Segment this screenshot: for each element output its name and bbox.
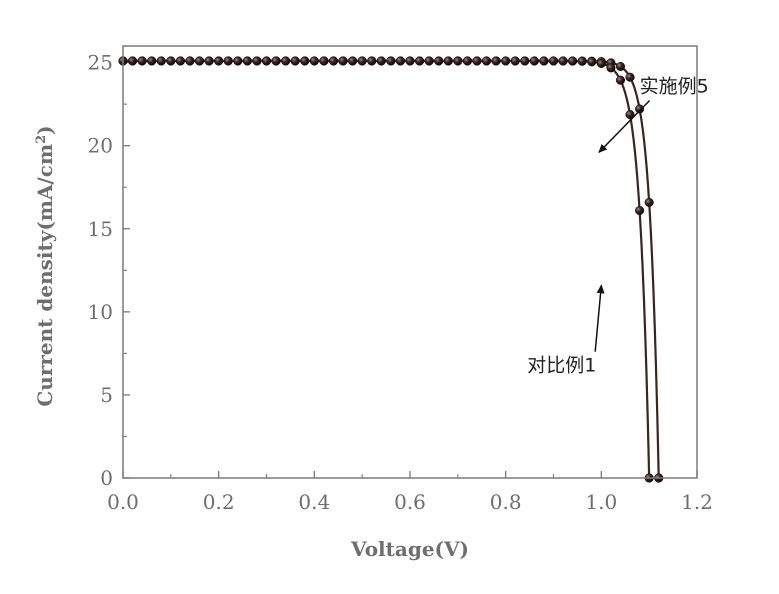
y-axis-title-main: Current density(mA/cm: [33, 144, 57, 407]
y-tick-label: 20: [88, 134, 113, 158]
data-point: [529, 56, 539, 66]
data-point: [137, 56, 147, 66]
data-point: [367, 56, 377, 66]
x-axis-ticks: 0.0 0.2 0.4 0.6 0.8 1.0 1.2: [107, 471, 713, 514]
series-label-1: 实施例5: [640, 76, 709, 98]
data-point: [281, 56, 291, 66]
annotations: 实施例5 对比例1: [527, 76, 709, 377]
data-point: [405, 56, 415, 66]
data-point: [577, 56, 587, 66]
series-2: [118, 56, 654, 483]
data-point: [194, 56, 205, 66]
y-tick-label: 25: [88, 51, 113, 75]
data-point: [252, 56, 262, 66]
data-point: [357, 56, 367, 66]
data-point: [300, 56, 310, 66]
data-point: [204, 56, 214, 66]
annotation-arrow: [598, 99, 651, 154]
annotation-arrow: [594, 284, 605, 352]
x-tick-label: 1.2: [681, 490, 713, 514]
data-point: [491, 56, 501, 66]
y-axis-ticks: 0 5 10 15 20 25: [88, 51, 130, 490]
plot-frame: [122, 45, 698, 479]
data-point: [309, 56, 319, 66]
data-point: [223, 56, 233, 66]
data-point: [596, 58, 606, 68]
data-point: [214, 56, 224, 66]
y-axis-title: Current density(mA/cm2): [33, 125, 57, 406]
x-tick-label: 0.8: [490, 490, 522, 514]
x-tick-label: 0.4: [298, 490, 330, 514]
data-point: [271, 56, 281, 66]
data-point: [434, 56, 444, 66]
data-point: [395, 56, 405, 66]
series-line: [123, 59, 660, 479]
y-tick-label: 15: [88, 217, 113, 241]
data-point: [635, 104, 645, 114]
data-point: [261, 56, 272, 66]
data-point: [615, 61, 626, 72]
x-tick-label: 0.6: [394, 490, 426, 514]
data-point: [338, 56, 348, 66]
data-point: [319, 56, 329, 66]
series-label-2: 对比例1: [527, 355, 596, 377]
data-point: [443, 56, 453, 66]
y-axis-title-superscript: 2: [34, 135, 49, 144]
data-series: [118, 56, 664, 483]
data-point: [501, 56, 511, 66]
x-axis-title: Voltage(V): [350, 537, 469, 561]
data-point: [539, 56, 549, 66]
data-point: [166, 56, 176, 66]
x-tick-label: 1.0: [585, 490, 617, 514]
x-tick-label: 0.0: [107, 490, 139, 514]
data-point: [185, 56, 195, 66]
data-point: [453, 56, 463, 66]
data-point: [568, 56, 578, 66]
data-point: [615, 75, 626, 85]
y-tick-label: 5: [100, 383, 113, 407]
data-point: [233, 56, 243, 66]
data-point: [242, 56, 252, 66]
data-point: [625, 72, 635, 82]
data-point: [128, 56, 138, 66]
data-point: [481, 56, 492, 66]
data-point: [386, 56, 396, 66]
data-point: [147, 56, 157, 66]
data-point: [558, 56, 568, 66]
y-axis-title-end: ): [33, 125, 57, 134]
y-tick-label: 0: [100, 466, 113, 490]
data-point: [520, 56, 530, 66]
data-point: [644, 197, 654, 207]
series-1: [118, 56, 664, 483]
data-point: [548, 56, 559, 66]
data-point: [348, 56, 358, 66]
data-point: [635, 205, 645, 216]
data-point: [328, 56, 339, 66]
data-point: [510, 56, 520, 66]
data-point: [462, 56, 472, 66]
x-tick-label: 0.2: [203, 490, 235, 514]
data-point: [156, 56, 166, 66]
y-tick-label: 10: [88, 300, 113, 324]
series-line: [123, 59, 651, 479]
data-point: [472, 56, 482, 66]
data-point: [175, 56, 185, 66]
data-point: [606, 63, 616, 73]
data-point: [290, 56, 300, 66]
data-point: [424, 56, 434, 66]
data-point: [587, 57, 597, 67]
data-point: [625, 110, 635, 120]
data-point: [415, 56, 425, 66]
data-point: [376, 56, 386, 66]
